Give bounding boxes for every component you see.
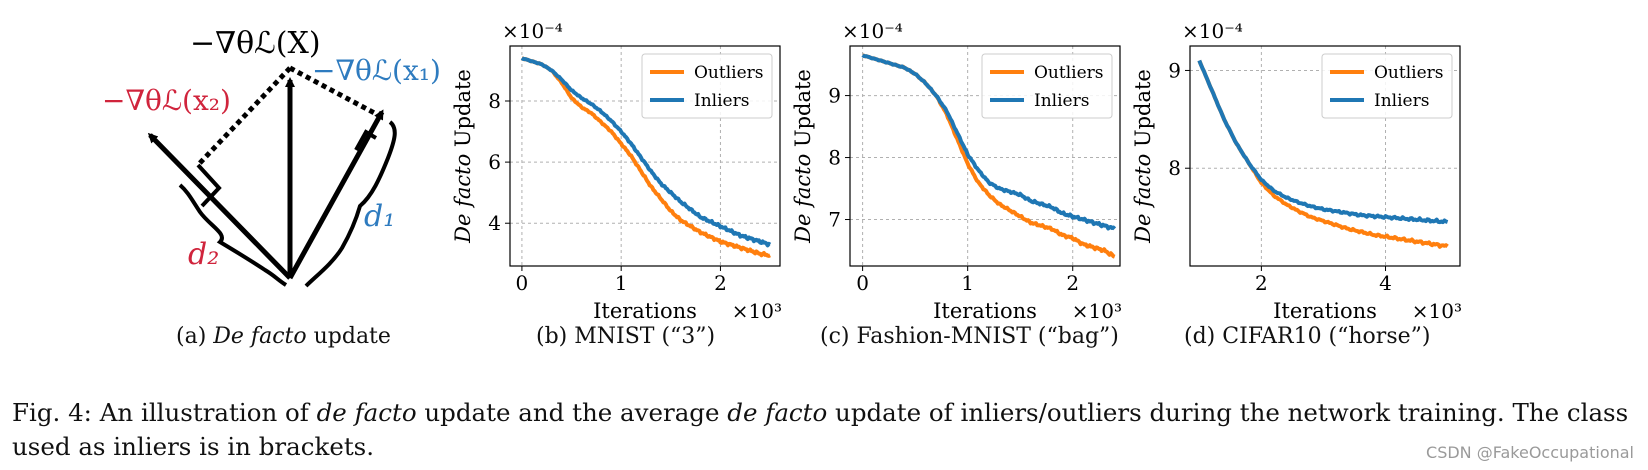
label-d2: d₂ (188, 237, 219, 272)
label-x1-gradient: −∇θℒ(x₁) (312, 54, 441, 87)
x-axis-label: Iterations (933, 299, 1037, 323)
watermark: CSDN @FakeOccupational (1426, 443, 1634, 462)
caption-emphasis-1: de facto (316, 398, 417, 427)
y-axis-label-emphasis: De facto (451, 154, 475, 244)
y-axis-label-emphasis: De facto (1131, 154, 1155, 244)
series-line-outliers (521, 56, 771, 258)
subcaption-a-emphasis: De facto (213, 324, 307, 349)
x-tick-label: 1 (961, 271, 974, 295)
label-d1: d₁ (364, 199, 395, 234)
subcaption-b: (b) MNIST (“3”) (536, 324, 716, 349)
y-tick-label: 8 (1168, 156, 1181, 180)
legend-label-outliers: Outliers (1034, 63, 1104, 83)
chart-fashion-mnist: 0 1 2 7 8 9 ×10⁻⁴ ×10³ Iterations De facto Update… (791, 19, 1122, 323)
caption-part-3: update of inliers/outliers during the ne… (12, 398, 1629, 461)
subcaption-a: (a) De facto update (176, 324, 391, 349)
projection-line-x1 (288, 65, 382, 119)
y-tick-label: 4 (488, 211, 501, 235)
label-total-gradient: −∇θℒ(X) (190, 26, 321, 61)
figure-caption: Fig. 4: An illustration of de facto upda… (12, 396, 1637, 464)
y-tick-label: 7 (828, 208, 841, 232)
chart-mnist: 0 1 2 4 6 8 ×10⁻⁴ ×10³ Iterations De facto Update… (451, 19, 782, 323)
axes-frame (509, 45, 781, 267)
x-tick-label: 0 (856, 271, 869, 295)
series-line-inliers (1197, 59, 1449, 225)
legend-label-inliers: Inliers (694, 91, 749, 111)
y-multiplier: ×10⁻⁴ (502, 19, 563, 43)
y-axis-label-emphasis: De facto (791, 154, 815, 244)
y-axis-label-rest: Update (451, 69, 475, 154)
gradient-arrow-x1 (287, 109, 385, 280)
series-line-inliers (861, 53, 1117, 231)
x-tick-label: 2 (714, 271, 727, 295)
x-multiplier: ×10³ (732, 299, 782, 323)
label-x2-gradient: −∇θℒ(x₂) (102, 84, 231, 117)
y-tick-label: 9 (828, 84, 841, 108)
chart-panel-cifar10: 2 4 8 9 ×10⁻⁴ ×10³ Iterations De facto Update Ou… (1130, 10, 1475, 323)
caption-part-2: update and the average (416, 398, 728, 427)
axes-frame (1189, 45, 1461, 267)
y-tick-label: 6 (488, 150, 501, 174)
subcaption-c: (c) Fashion-MNIST (“bag”) (820, 324, 1119, 349)
legend-label-inliers: Inliers (1374, 91, 1429, 111)
subcaption-a-suffix: update (306, 324, 391, 349)
x-axis-label: Iterations (593, 299, 697, 323)
subcaption-d: (d) CIFAR10 (“horse”) (1184, 324, 1431, 349)
y-multiplier: ×10⁻⁴ (842, 19, 903, 43)
y-axis-label-rest: Update (791, 69, 815, 154)
x-tick-label: 2 (1255, 271, 1268, 295)
right-angle-x2 (196, 163, 222, 208)
chart-panel-fashion-mnist: 0 1 2 7 8 9 ×10⁻⁴ ×10³ Iterations De facto Update… (790, 10, 1130, 323)
caption-part-1: Fig. 4: An illustration of (12, 398, 317, 427)
subcaption-a-prefix: (a) (176, 324, 214, 349)
x-tick-label: 0 (516, 271, 529, 295)
series-line-inliers (520, 56, 772, 248)
axes-frame (849, 45, 1121, 267)
x-multiplier: ×10³ (1412, 299, 1462, 323)
y-tick-label: 9 (1168, 58, 1181, 82)
x-multiplier: ×10³ (1072, 299, 1122, 323)
chart-cifar10: 2 4 8 9×10⁻⁴ ×10³ Iterations De facto Update Ou… (1131, 19, 1462, 323)
brace-d1 (304, 120, 397, 288)
right-angle-x1 (354, 129, 378, 151)
legend-label-inliers: Inliers (1034, 91, 1089, 111)
y-tick-label: 8 (828, 146, 841, 170)
gradient-arrow-x2 (147, 132, 292, 280)
x-tick-label: 2 (1066, 271, 1079, 295)
brace-d2 (178, 183, 288, 287)
legend-label-outliers: Outliers (694, 63, 764, 83)
y-tick-label: 8 (488, 89, 501, 113)
y-axis-label: De facto Update (451, 69, 475, 244)
legend-label-outliers: Outliers (1374, 63, 1444, 83)
y-multiplier: ×10⁻⁴ (1182, 19, 1243, 43)
y-axis-label: De facto Update (1131, 69, 1155, 244)
y-axis-label: De facto Update (791, 69, 815, 244)
x-tick-label: 4 (1379, 271, 1392, 295)
projection-line-x2 (196, 66, 292, 167)
x-axis-label: Iterations (1273, 299, 1377, 323)
caption-emphasis-2: de facto (727, 398, 828, 427)
x-tick-label: 1 (615, 271, 628, 295)
chart-panel-mnist: 0 1 2 4 6 8 ×10⁻⁴ ×10³ Iterations De facto Update… (450, 10, 790, 323)
de-facto-diagram: −∇θℒ(X) −∇θℒ(x₁) −∇θℒ(x₂) d₁ d₂ (102, 26, 441, 288)
y-axis-label-rest: Update (1131, 69, 1155, 154)
